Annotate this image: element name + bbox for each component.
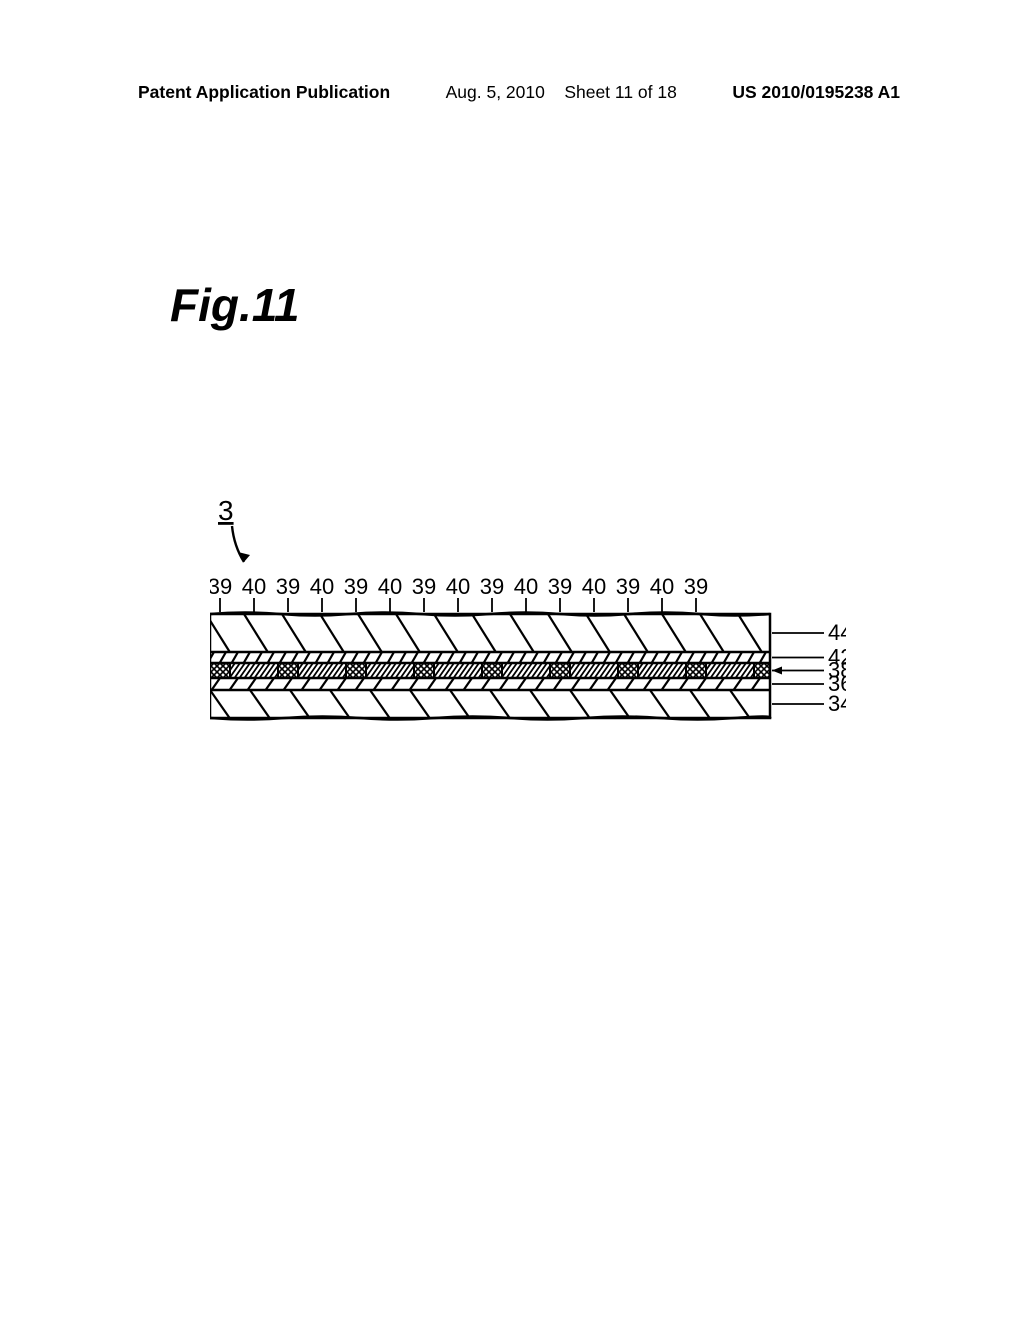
cross-section-body	[210, 613, 838, 720]
header-doc-number: US 2010/0195238 A1	[732, 82, 900, 103]
header-sheet: Sheet 11 of 18	[564, 82, 677, 102]
lead-reference-3: 3	[218, 500, 234, 526]
ref-39: 39	[684, 574, 708, 599]
ref-39: 39	[210, 574, 232, 599]
ref-39: 39	[480, 574, 504, 599]
figure-label: Fig.11	[170, 278, 300, 332]
ref-40: 40	[378, 574, 402, 599]
top-labels-group: 39 40 39 40 39 40 39 40 39 40 39 40 39 40 39	[210, 574, 708, 612]
figure-diagram: 3 39 40 39 40 39 40 39 40 39 40 39 40 39 40 39 4442383…	[210, 500, 846, 780]
ref-40: 40	[446, 574, 470, 599]
ref-39: 39	[276, 574, 300, 599]
ref-44: 44	[828, 620, 846, 645]
ref-39: 39	[412, 574, 436, 599]
cross-section-svg: 3 39 40 39 40 39 40 39 40 39 40 39 40 39 40 39 4442383…	[210, 500, 846, 780]
ref-40: 40	[650, 574, 674, 599]
publication-label: Patent Application Publication	[138, 82, 390, 103]
ref-39: 39	[344, 574, 368, 599]
ref-40: 40	[582, 574, 606, 599]
right-labels-group: 4442383634	[772, 620, 846, 716]
ref-34: 34	[828, 691, 846, 716]
ref-39: 39	[616, 574, 640, 599]
ref-40: 40	[514, 574, 538, 599]
ref-40: 40	[242, 574, 266, 599]
header-date: Aug. 5, 2010	[446, 82, 545, 102]
ref-39: 39	[548, 574, 572, 599]
ref-40: 40	[310, 574, 334, 599]
